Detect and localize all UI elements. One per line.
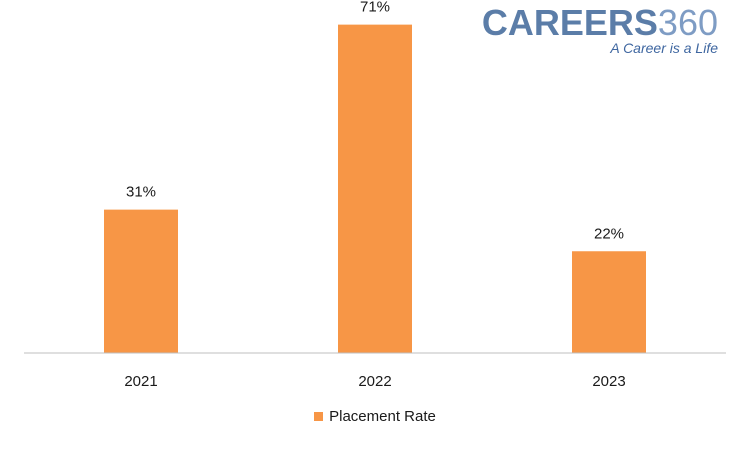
data-label-2023: 22% bbox=[594, 225, 624, 242]
logo-tagline: A Career is a Life bbox=[610, 40, 718, 56]
legend-swatch bbox=[314, 412, 324, 421]
x-tick-label-2023: 2023 bbox=[592, 373, 625, 390]
bar-chart: 31% 71% 22% 2021 2022 2023 bbox=[24, 0, 726, 390]
data-label-2021: 31% bbox=[126, 184, 156, 201]
x-tick-labels-group: 2021 2022 2023 bbox=[124, 373, 625, 390]
legend-label: Placement Rate bbox=[329, 408, 436, 425]
logo-wordmark: CAREERS360 bbox=[482, 4, 718, 42]
legend: Placement Rate bbox=[0, 408, 750, 425]
x-tick-label-2021: 2021 bbox=[124, 373, 157, 390]
logo-brand-text: CAREERS bbox=[481, 2, 658, 43]
logo-brand-number: 360 bbox=[657, 2, 718, 43]
bar-2023 bbox=[572, 251, 646, 353]
bar-2022 bbox=[338, 24, 412, 353]
bar-2021 bbox=[104, 209, 178, 353]
data-labels-group: 31% 71% 22% bbox=[126, 0, 624, 242]
data-label-2022: 71% bbox=[360, 0, 390, 16]
x-tick-label-2022: 2022 bbox=[358, 373, 391, 390]
bars-group bbox=[104, 24, 646, 353]
careers360-logo: CAREERS360 A Career is a Life bbox=[482, 4, 718, 57]
